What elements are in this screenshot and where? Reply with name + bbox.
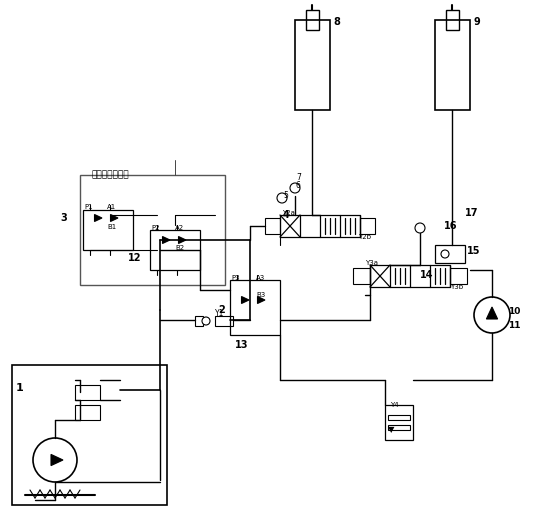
Polygon shape bbox=[241, 297, 249, 303]
Bar bbox=[12, 365, 167, 505]
Text: 4: 4 bbox=[283, 210, 290, 220]
Circle shape bbox=[202, 317, 210, 325]
Text: 14: 14 bbox=[420, 270, 433, 280]
Polygon shape bbox=[110, 214, 118, 222]
Text: 7: 7 bbox=[296, 174, 301, 183]
Text: 单杆插锁控制阀: 单杆插锁控制阀 bbox=[92, 170, 129, 179]
Polygon shape bbox=[258, 297, 265, 303]
Text: A1: A1 bbox=[107, 204, 116, 210]
Text: P3: P3 bbox=[231, 275, 240, 281]
Circle shape bbox=[474, 297, 510, 333]
Circle shape bbox=[33, 438, 77, 482]
Text: 17: 17 bbox=[465, 208, 479, 218]
Text: 3: 3 bbox=[60, 213, 67, 223]
Text: Y4: Y4 bbox=[390, 402, 399, 408]
Bar bbox=[75, 385, 100, 400]
Circle shape bbox=[415, 223, 425, 233]
Circle shape bbox=[277, 193, 287, 203]
Text: Y3b: Y3b bbox=[450, 284, 463, 290]
Bar bbox=[280, 215, 360, 237]
Text: A2: A2 bbox=[175, 225, 184, 231]
Bar bbox=[435, 20, 470, 110]
Polygon shape bbox=[178, 236, 186, 244]
Bar bbox=[385, 405, 413, 440]
Text: 16: 16 bbox=[444, 221, 458, 231]
Text: B3: B3 bbox=[256, 292, 265, 298]
Text: Y2a: Y2a bbox=[282, 210, 295, 216]
Text: 6: 6 bbox=[296, 181, 301, 190]
Polygon shape bbox=[486, 307, 497, 319]
Bar bbox=[83, 210, 133, 250]
Text: ▼: ▼ bbox=[388, 426, 395, 435]
Text: Y3a: Y3a bbox=[365, 260, 378, 266]
Text: Y1: Y1 bbox=[215, 309, 224, 317]
Text: 15: 15 bbox=[467, 246, 480, 256]
Bar bbox=[353, 268, 370, 284]
Text: 5: 5 bbox=[283, 191, 288, 200]
Polygon shape bbox=[94, 214, 102, 222]
Text: A3: A3 bbox=[256, 275, 265, 281]
Text: P1: P1 bbox=[84, 204, 93, 210]
Bar bbox=[215, 316, 233, 326]
Circle shape bbox=[441, 250, 449, 258]
Bar bbox=[435, 245, 465, 263]
Text: 8: 8 bbox=[333, 17, 340, 27]
Bar bbox=[306, 10, 319, 30]
Text: 1: 1 bbox=[16, 383, 24, 393]
Text: Y2b: Y2b bbox=[358, 234, 371, 240]
Text: 12: 12 bbox=[128, 253, 142, 263]
Polygon shape bbox=[162, 236, 170, 244]
Text: 13: 13 bbox=[235, 340, 248, 350]
Bar bbox=[295, 20, 330, 110]
Bar bbox=[75, 405, 100, 420]
Polygon shape bbox=[51, 454, 63, 465]
Bar bbox=[230, 280, 280, 335]
Bar bbox=[80, 175, 225, 285]
Text: 2: 2 bbox=[218, 305, 225, 315]
Bar bbox=[388, 425, 410, 430]
Bar bbox=[446, 10, 459, 30]
Text: 9: 9 bbox=[473, 17, 480, 27]
Text: B2: B2 bbox=[175, 245, 184, 251]
Bar bbox=[360, 218, 375, 234]
Bar bbox=[150, 230, 200, 270]
Text: 10: 10 bbox=[508, 306, 520, 315]
Text: B1: B1 bbox=[107, 224, 116, 230]
Bar bbox=[265, 218, 280, 234]
Circle shape bbox=[290, 183, 300, 193]
Text: 11: 11 bbox=[508, 321, 521, 329]
Bar bbox=[370, 265, 450, 287]
Bar bbox=[195, 316, 203, 326]
Bar bbox=[450, 268, 467, 284]
Text: P2: P2 bbox=[151, 225, 160, 231]
Bar bbox=[388, 415, 410, 420]
